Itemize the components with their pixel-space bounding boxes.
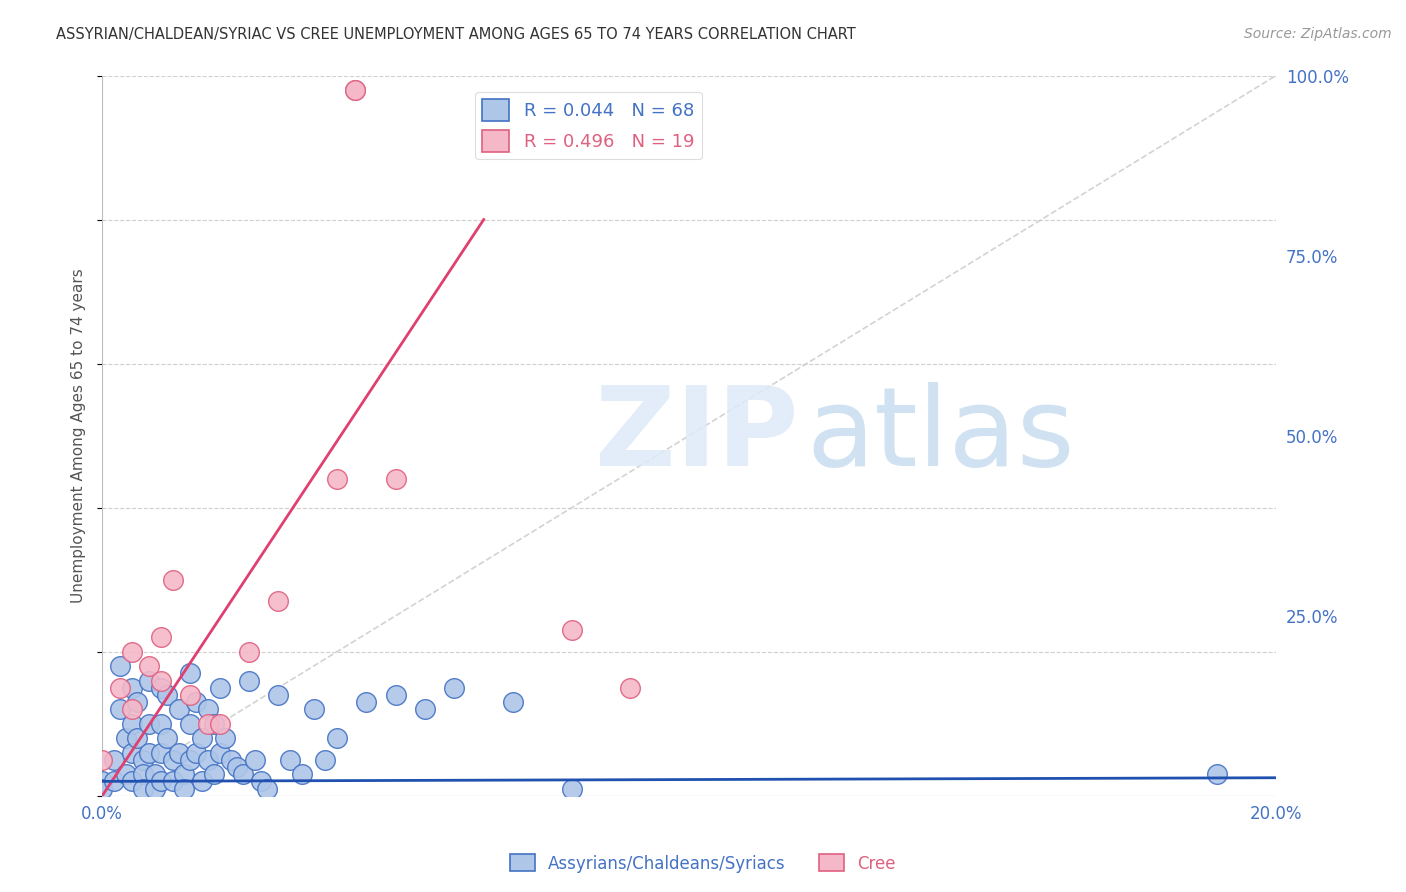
Point <box>127 695 149 709</box>
Point <box>214 731 236 746</box>
Point <box>149 681 172 695</box>
Point <box>143 767 166 781</box>
Point <box>108 659 131 673</box>
Point <box>561 623 583 637</box>
Point <box>243 753 266 767</box>
Point <box>221 753 243 767</box>
Point <box>1206 767 1229 781</box>
Point <box>173 767 195 781</box>
Text: Source: ZipAtlas.com: Source: ZipAtlas.com <box>1244 27 1392 41</box>
Point <box>149 630 172 644</box>
Point <box>114 767 136 781</box>
Point <box>202 716 225 731</box>
Point <box>156 688 179 702</box>
Point <box>443 681 465 695</box>
Point <box>197 716 219 731</box>
Point <box>91 774 114 789</box>
Point <box>232 767 254 781</box>
Point <box>138 659 160 673</box>
Point <box>179 753 201 767</box>
Point <box>202 767 225 781</box>
Point <box>249 774 271 789</box>
Point <box>149 716 172 731</box>
Point <box>132 753 155 767</box>
Point <box>108 681 131 695</box>
Point <box>173 781 195 796</box>
Point <box>121 716 143 731</box>
Point <box>291 767 314 781</box>
Point <box>326 731 349 746</box>
Point <box>314 753 336 767</box>
Point <box>132 781 155 796</box>
Point <box>384 472 406 486</box>
Point <box>114 731 136 746</box>
Point <box>91 753 114 767</box>
Point <box>149 774 172 789</box>
Point <box>267 594 290 608</box>
Point <box>132 767 155 781</box>
Point <box>356 695 378 709</box>
Point <box>184 695 207 709</box>
Point <box>162 573 184 587</box>
Point <box>197 702 219 716</box>
Point <box>91 781 114 796</box>
Legend: R = 0.044   N = 68, R = 0.496   N = 19: R = 0.044 N = 68, R = 0.496 N = 19 <box>475 92 702 160</box>
Point <box>208 716 231 731</box>
Point <box>256 781 278 796</box>
Point <box>384 688 406 702</box>
Point <box>162 774 184 789</box>
Point <box>138 716 160 731</box>
Text: ASSYRIAN/CHALDEAN/SYRIAC VS CREE UNEMPLOYMENT AMONG AGES 65 TO 74 YEARS CORRELAT: ASSYRIAN/CHALDEAN/SYRIAC VS CREE UNEMPLO… <box>56 27 856 42</box>
Point <box>238 645 260 659</box>
Point <box>167 702 190 716</box>
Point <box>208 681 231 695</box>
Point <box>149 673 172 688</box>
Point <box>179 688 201 702</box>
Point <box>121 746 143 760</box>
Point <box>267 688 290 702</box>
Point <box>278 753 301 767</box>
Point <box>121 645 143 659</box>
Point <box>197 753 219 767</box>
Point <box>121 702 143 716</box>
Text: atlas: atlas <box>807 382 1076 489</box>
Point <box>138 673 160 688</box>
Point <box>302 702 325 716</box>
Point <box>143 781 166 796</box>
Point <box>208 746 231 760</box>
Point <box>121 774 143 789</box>
Point <box>226 760 249 774</box>
Point <box>162 753 184 767</box>
Point <box>103 753 125 767</box>
Point <box>561 781 583 796</box>
Point <box>149 746 172 760</box>
Point <box>502 695 524 709</box>
Point <box>179 716 201 731</box>
Y-axis label: Unemployment Among Ages 65 to 74 years: Unemployment Among Ages 65 to 74 years <box>72 268 86 603</box>
Point <box>156 731 179 746</box>
Point <box>167 746 190 760</box>
Point <box>103 774 125 789</box>
Text: ZIP: ZIP <box>595 382 799 489</box>
Legend: Assyrians/Chaldeans/Syriacs, Cree: Assyrians/Chaldeans/Syriacs, Cree <box>503 847 903 880</box>
Point <box>238 673 260 688</box>
Point <box>184 746 207 760</box>
Point <box>191 774 214 789</box>
Point <box>108 702 131 716</box>
Point <box>191 731 214 746</box>
Point <box>343 83 366 97</box>
Point <box>413 702 436 716</box>
Point <box>619 681 641 695</box>
Point <box>179 666 201 681</box>
Point <box>121 681 143 695</box>
Point <box>326 472 349 486</box>
Point <box>127 731 149 746</box>
Point <box>138 746 160 760</box>
Point <box>343 83 366 97</box>
